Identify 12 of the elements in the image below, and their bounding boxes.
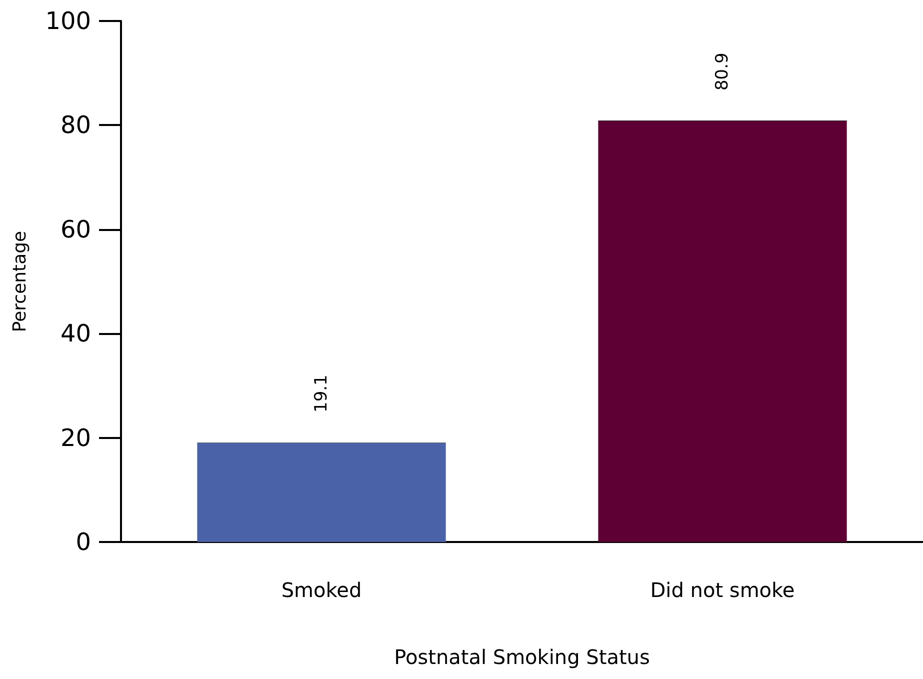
y-tick-label: 60 <box>60 215 91 244</box>
data-label: 19.1 <box>312 374 332 412</box>
y-tick-label: 0 <box>76 528 91 556</box>
x-tick-label: Did not smoke <box>650 578 795 602</box>
data-label: 80.9 <box>712 52 732 91</box>
x-tick-label: Smoked <box>281 578 362 602</box>
x-axis-title: Postnatal Smoking Status <box>394 645 650 669</box>
y-axis-title: Percentage <box>10 230 30 332</box>
y-tick-label: 20 <box>60 424 91 452</box>
y-tick-label: 80 <box>60 111 91 140</box>
y-tick-label: 40 <box>60 320 91 348</box>
y-tick-label: 100 <box>45 7 91 35</box>
